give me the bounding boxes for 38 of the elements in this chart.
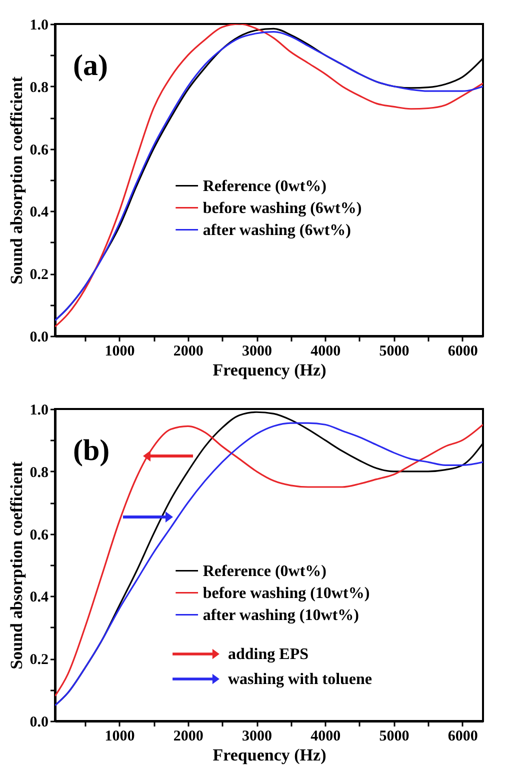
y-axis-title: Sound absorption coefficient: [6, 461, 26, 670]
annotation: washing with toluene: [228, 671, 372, 688]
y-tick-label: 0.8: [30, 80, 48, 96]
y-tick-label: 0.0: [30, 330, 48, 346]
legend-label: before washing (6wt%): [202, 200, 362, 217]
y-tick-label: 1.0: [30, 402, 48, 418]
x-tick-label: 4000: [310, 344, 341, 360]
annotation: adding EPS: [228, 646, 309, 663]
x-tick-label: 6000: [448, 728, 478, 744]
x-tick-label: 4000: [310, 728, 341, 744]
y-tick-label: 0.6: [30, 527, 49, 544]
y-tick-label: 0.8: [30, 464, 48, 481]
text: (b): [73, 434, 110, 467]
text: (a): [73, 49, 108, 82]
x-tick-label: 5000: [379, 728, 410, 744]
x-tick-label: 5000: [379, 344, 410, 360]
y-tick-label: 0.2: [30, 267, 48, 284]
legend-label: Reference (0wt%): [202, 562, 326, 580]
x-axis-title: Frequency (Hz): [212, 746, 326, 764]
x-tick-label: 1000: [104, 344, 135, 360]
x-tick-label: 2000: [173, 728, 204, 744]
x-tick-label: 6000: [448, 344, 478, 360]
x-tick-label: 1000: [104, 728, 135, 744]
y-tick-label: 0.6: [30, 142, 49, 158]
y-tick-label: 0.4: [30, 590, 49, 606]
y-tick-label: 1.0: [30, 18, 48, 34]
y-tick-label: 0.2: [30, 652, 48, 668]
x-tick-label: 3000: [242, 728, 272, 744]
y-axis-title: Sound absorption coefficient: [6, 76, 26, 284]
legend-label: Reference (0wt%): [202, 178, 326, 195]
x-tick-label: 2000: [173, 344, 204, 360]
x-axis-title: Frequency (Hz): [212, 360, 326, 380]
y-tick-label: 0.4: [30, 204, 49, 221]
x-tick-label: 3000: [242, 344, 272, 360]
y-tick-label: 0.0: [30, 714, 48, 730]
legend-label: after washing (6wt%): [202, 222, 351, 239]
legend-label: after washing (10wt%): [202, 606, 359, 624]
legend-label: before washing (10wt%): [202, 584, 370, 602]
